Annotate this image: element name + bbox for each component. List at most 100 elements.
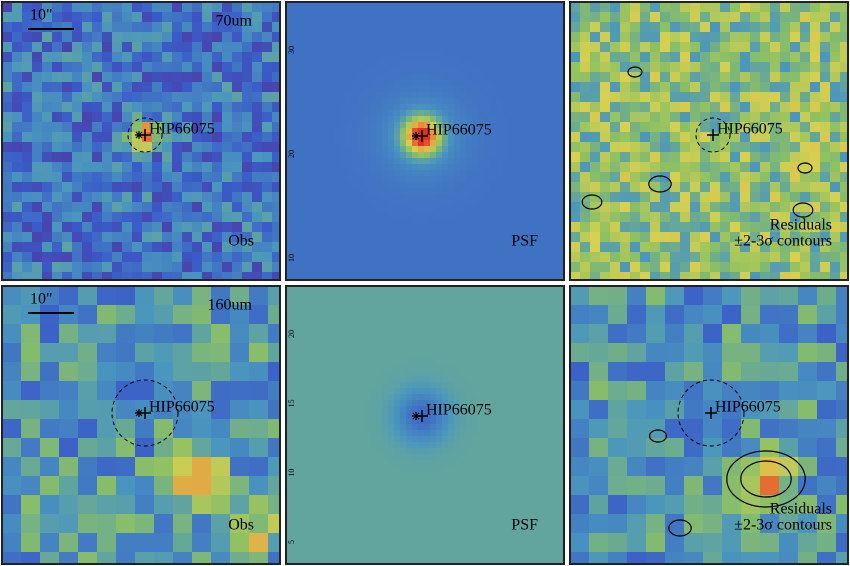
pixel — [490, 346, 497, 353]
pixel — [448, 254, 455, 261]
pixel — [370, 116, 377, 123]
pixel — [720, 2, 731, 13]
pixel — [310, 340, 317, 347]
pixel — [484, 14, 491, 21]
pixel — [316, 56, 323, 63]
pixel — [484, 74, 491, 81]
pixel — [346, 8, 353, 15]
pixel — [544, 218, 551, 225]
pixel — [472, 352, 479, 359]
pixel — [562, 340, 564, 347]
pixel — [424, 334, 431, 341]
pixel — [800, 132, 811, 143]
pixel — [448, 74, 455, 81]
pixel — [610, 142, 621, 153]
pixel — [346, 286, 353, 293]
pixel — [42, 132, 53, 143]
pixel — [418, 122, 425, 129]
pixel — [122, 232, 133, 243]
pixel — [162, 212, 173, 223]
pixel — [406, 140, 413, 147]
pixel — [460, 164, 467, 171]
pixel — [514, 298, 521, 305]
pixel — [382, 292, 389, 299]
pixel — [538, 254, 545, 261]
pixel — [466, 370, 473, 377]
pixel — [430, 218, 437, 225]
pixel — [232, 162, 243, 173]
pixel — [780, 122, 791, 133]
pixel — [249, 381, 269, 401]
pixel — [418, 370, 425, 377]
pixel — [412, 140, 419, 147]
pixel — [328, 152, 335, 159]
pixel — [750, 22, 761, 33]
pixel — [286, 128, 293, 135]
pixel — [316, 346, 323, 353]
pixel — [526, 182, 533, 189]
pixel — [660, 92, 671, 103]
pixel — [760, 242, 771, 253]
pixel — [810, 142, 821, 153]
pixel — [514, 358, 521, 365]
pixel — [466, 286, 473, 293]
pixel — [370, 182, 377, 189]
pixel — [810, 42, 821, 53]
pixel — [52, 222, 63, 233]
pixel — [562, 236, 564, 243]
pixel — [304, 62, 311, 69]
pixel — [382, 2, 389, 9]
pixel — [496, 394, 503, 401]
pixel — [508, 14, 515, 21]
pixel — [328, 340, 335, 347]
pixel — [358, 248, 365, 255]
pixel — [478, 194, 485, 201]
pixel — [310, 140, 317, 147]
pixel — [484, 32, 491, 39]
pixel — [544, 266, 551, 273]
pixel — [286, 200, 293, 207]
pixel — [532, 400, 539, 407]
pixel — [82, 122, 93, 133]
pixel — [42, 142, 53, 153]
pixel — [800, 122, 811, 133]
pixel — [292, 14, 299, 21]
pixel — [460, 364, 467, 371]
pixel — [12, 2, 23, 13]
pixel — [370, 292, 377, 299]
pixel — [720, 142, 731, 153]
pixel — [730, 162, 741, 173]
pixel — [544, 272, 551, 279]
pixel — [249, 533, 269, 553]
pixel — [97, 343, 117, 363]
pixel — [340, 44, 347, 51]
pixel — [490, 364, 497, 371]
pixel — [352, 146, 359, 153]
pixel — [680, 62, 691, 73]
pixel — [310, 292, 317, 299]
pixel — [340, 266, 347, 273]
pixel — [388, 230, 395, 237]
pixel — [22, 152, 33, 163]
pixel — [448, 116, 455, 123]
pixel — [78, 438, 98, 458]
pixel — [520, 334, 527, 341]
pixel — [502, 358, 509, 365]
pixel — [304, 340, 311, 347]
pixel — [340, 98, 347, 105]
pixel — [730, 232, 741, 243]
pixel — [532, 158, 539, 165]
pixel — [394, 32, 401, 39]
pixel — [550, 170, 557, 177]
pixel — [526, 104, 533, 111]
pixel — [840, 22, 848, 33]
pixel — [370, 8, 377, 15]
pixel — [286, 206, 293, 213]
contour — [581, 194, 603, 210]
pixel — [670, 242, 681, 253]
pixel — [490, 200, 497, 207]
pixel — [346, 248, 353, 255]
pixel — [406, 92, 413, 99]
pixel — [460, 188, 467, 195]
pixel — [394, 74, 401, 81]
